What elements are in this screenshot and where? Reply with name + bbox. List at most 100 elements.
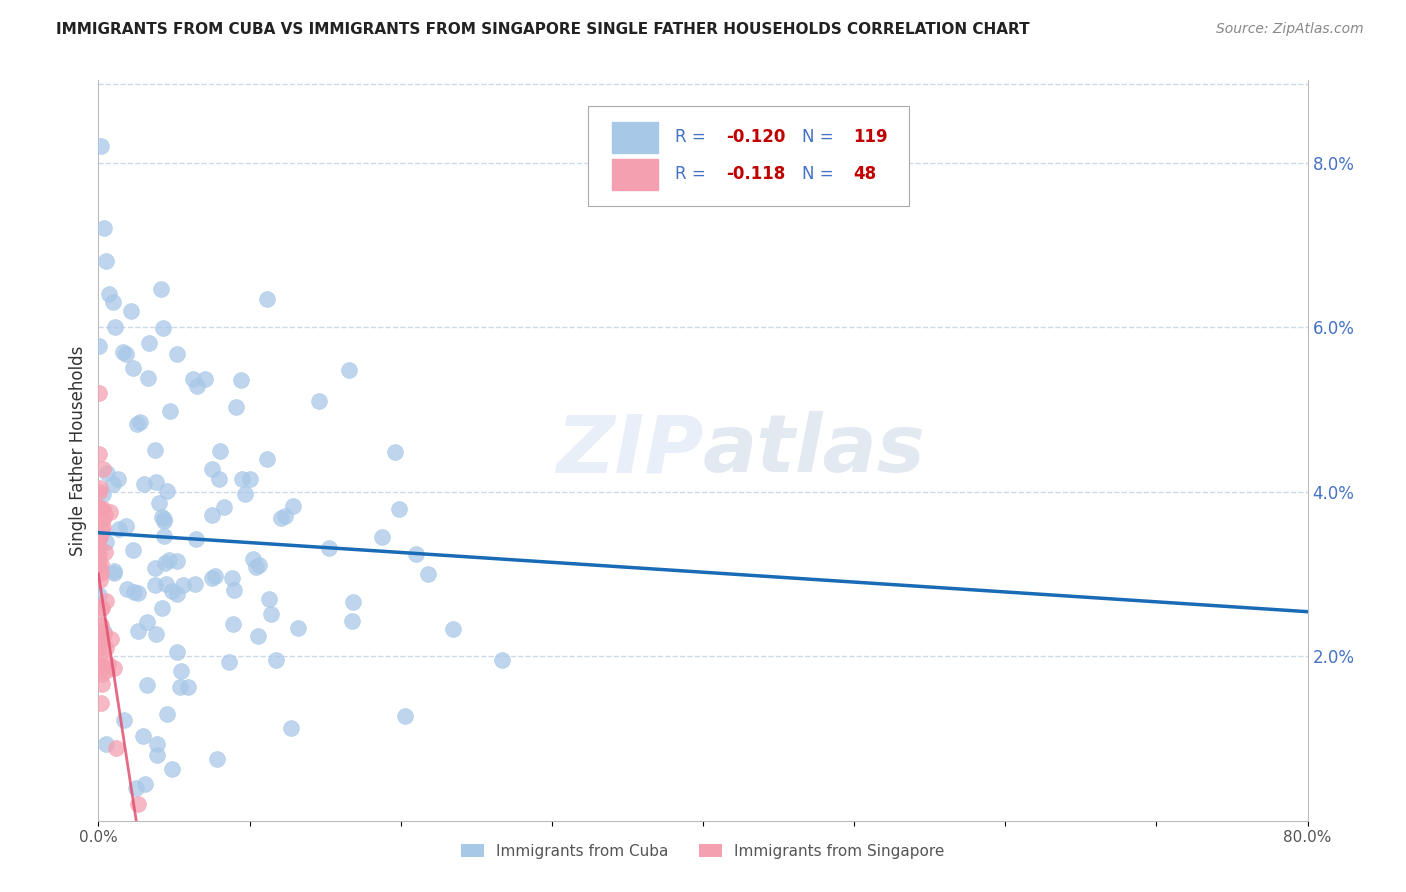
Point [143,561,166,575]
Point [405,548,427,562]
Point [90,632,112,647]
Point [91,501,114,516]
Point [90,696,112,710]
Point [201,571,224,585]
Point [127,797,149,812]
Point [239,473,262,487]
Point [89,447,111,461]
Point [384,444,406,458]
Point [256,452,278,467]
Point [135,615,157,630]
Text: N =: N = [803,165,839,183]
Point [103,477,125,491]
Point [93,627,115,641]
Point [218,655,240,669]
Point [183,372,205,386]
Point [104,741,127,756]
Point [121,304,143,318]
Point [89,646,111,660]
Point [204,569,226,583]
Point [337,363,360,377]
Point [169,681,191,695]
Text: ZIP: ZIP [555,411,703,490]
Point [280,721,302,735]
Point [89,541,111,555]
Point [89,481,111,495]
Point [221,571,243,585]
Point [136,678,159,692]
Point [194,372,217,386]
Point [242,552,264,566]
Point [87,547,110,561]
Point [201,461,224,475]
Point [121,542,143,557]
Point [260,607,283,621]
Point [125,780,148,795]
Y-axis label: Single Father Households: Single Father Households [69,345,87,556]
Point [93,508,115,522]
Text: 119: 119 [853,128,887,146]
Point [87,339,110,353]
Point [166,587,188,601]
Point [91,659,114,673]
Legend: Immigrants from Cuba, Immigrants from Singapore: Immigrants from Cuba, Immigrants from Si… [456,838,950,865]
Text: -0.118: -0.118 [725,165,785,183]
Point [103,661,125,675]
FancyBboxPatch shape [588,106,908,206]
Point [245,559,267,574]
Point [138,336,160,351]
Point [145,627,167,641]
Point [136,371,159,385]
Point [90,139,112,153]
Bar [613,121,658,153]
Text: Source: ZipAtlas.com: Source: ZipAtlas.com [1216,22,1364,37]
Point [89,501,111,516]
Point [115,347,138,361]
Point [318,541,340,555]
Bar [613,159,658,190]
Point [91,512,114,526]
Point [115,582,138,596]
Point [90,677,112,691]
Point [124,584,146,599]
Point [160,584,183,599]
Point [145,475,167,489]
Point [155,577,177,591]
Point [127,586,149,600]
Point [89,530,111,544]
Point [166,347,188,361]
Point [90,618,112,632]
Point [97,657,120,671]
Point [340,615,363,629]
Point [170,664,193,678]
Point [156,706,179,721]
Point [257,591,280,606]
Point [231,472,253,486]
Point [89,554,111,568]
Point [94,640,117,655]
Point [225,400,247,414]
Point [90,557,112,571]
Point [89,588,111,602]
Point [416,567,439,582]
Point [150,601,173,615]
Point [91,666,114,681]
Point [274,509,297,524]
Point [94,534,117,549]
Point [246,629,269,643]
Point [177,680,200,694]
Point [90,626,112,640]
Point [287,621,309,635]
Point [91,487,114,501]
Point [153,557,176,571]
Point [90,601,112,615]
Point [156,483,179,498]
Point [157,552,180,566]
Point [96,663,118,677]
Point [152,321,174,335]
Text: -0.120: -0.120 [725,128,786,146]
Point [87,559,110,574]
Point [388,501,411,516]
Text: R =: R = [675,165,711,183]
Point [91,523,114,537]
